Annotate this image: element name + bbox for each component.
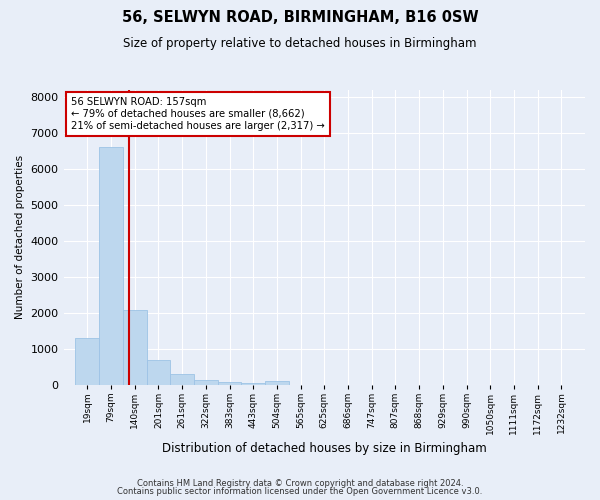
Text: Contains public sector information licensed under the Open Government Licence v3: Contains public sector information licen… <box>118 487 482 496</box>
Bar <box>218 382 241 384</box>
Bar <box>194 380 218 384</box>
Bar <box>123 310 146 384</box>
Bar <box>99 148 123 384</box>
X-axis label: Distribution of detached houses by size in Birmingham: Distribution of detached houses by size … <box>162 442 487 455</box>
Bar <box>265 382 289 384</box>
Text: 56 SELWYN ROAD: 157sqm
← 79% of detached houses are smaller (8,662)
21% of semi-: 56 SELWYN ROAD: 157sqm ← 79% of detached… <box>71 98 325 130</box>
Text: Size of property relative to detached houses in Birmingham: Size of property relative to detached ho… <box>123 38 477 51</box>
Bar <box>241 382 265 384</box>
Bar <box>76 338 99 384</box>
Text: Contains HM Land Registry data © Crown copyright and database right 2024.: Contains HM Land Registry data © Crown c… <box>137 478 463 488</box>
Y-axis label: Number of detached properties: Number of detached properties <box>15 155 25 320</box>
Bar <box>146 360 170 384</box>
Text: 56, SELWYN ROAD, BIRMINGHAM, B16 0SW: 56, SELWYN ROAD, BIRMINGHAM, B16 0SW <box>122 10 478 25</box>
Bar <box>170 374 194 384</box>
